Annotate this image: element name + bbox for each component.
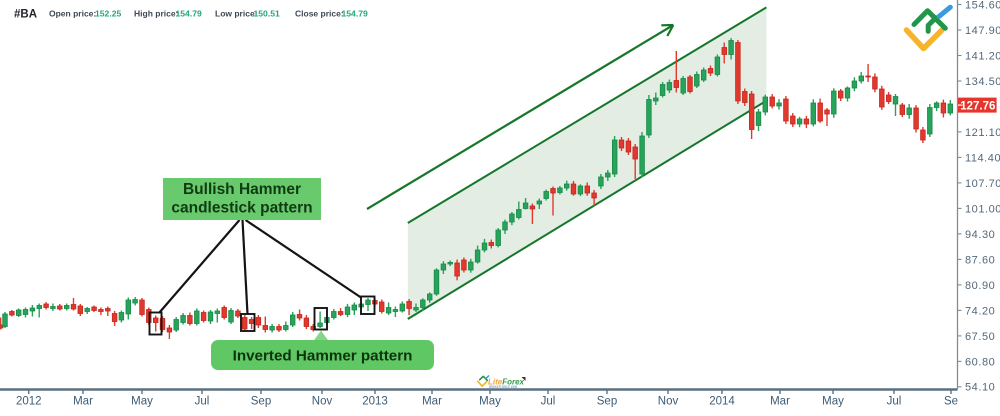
svg-text:#BA: #BA (14, 9, 37, 21)
svg-text:Jul: Jul (195, 396, 210, 408)
svg-text:114.40: 114.40 (965, 152, 1000, 164)
svg-text:147.90: 147.90 (965, 25, 1000, 37)
svg-text:152.25: 152.25 (95, 9, 122, 19)
svg-text:2014: 2014 (709, 396, 735, 408)
svg-text:94.30: 94.30 (965, 229, 995, 241)
svg-text:Mar: Mar (73, 396, 93, 408)
svg-text:154.79: 154.79 (342, 9, 369, 19)
svg-text:BROKER SINCE 2005: BROKER SINCE 2005 (489, 385, 517, 389)
svg-text:150.51: 150.51 (254, 9, 281, 19)
svg-text:Inverted Hammer pattern: Inverted Hammer pattern (233, 348, 413, 365)
svg-text:Bullish Hammer: Bullish Hammer (183, 181, 301, 198)
svg-text:May: May (822, 396, 844, 408)
svg-text:May: May (479, 396, 501, 408)
svg-text:High price:: High price: (134, 9, 179, 19)
svg-text:154.79: 154.79 (176, 9, 203, 19)
svg-text:Sep: Sep (597, 396, 617, 408)
svg-text:Nov: Nov (312, 396, 333, 408)
svg-text:2012: 2012 (16, 396, 42, 408)
svg-text:67.50: 67.50 (965, 331, 995, 343)
svg-text:Mar: Mar (422, 396, 442, 408)
svg-text:Low price:: Low price: (215, 9, 258, 19)
svg-text:80.90: 80.90 (965, 280, 995, 292)
svg-text:Mar: Mar (770, 396, 790, 408)
svg-text:141.20: 141.20 (965, 50, 1000, 62)
svg-text:Close price:: Close price: (295, 9, 344, 19)
svg-text:Sep: Sep (251, 396, 271, 408)
svg-text:Jul: Jul (541, 396, 556, 408)
svg-text:Se: Se (944, 396, 958, 408)
svg-text:60.80: 60.80 (965, 356, 995, 368)
svg-text:candlestick pattern: candlestick pattern (171, 200, 312, 217)
svg-text:87.60: 87.60 (965, 254, 995, 266)
svg-text:54.10: 54.10 (965, 382, 995, 394)
svg-text:74.20: 74.20 (965, 305, 995, 317)
svg-text:121.10: 121.10 (965, 127, 1000, 139)
svg-text:101.00: 101.00 (965, 203, 1000, 215)
svg-text:2013: 2013 (362, 396, 388, 408)
svg-text:154.60: 154.60 (965, 0, 1000, 11)
svg-text:Jul: Jul (887, 396, 902, 408)
svg-text:107.70: 107.70 (965, 178, 1000, 190)
svg-text:127.76: 127.76 (960, 100, 995, 112)
svg-text:134.50: 134.50 (965, 76, 1000, 88)
svg-text:May: May (131, 396, 153, 408)
svg-text:Open price:: Open price: (49, 9, 96, 19)
svg-text:Nov: Nov (658, 396, 679, 408)
